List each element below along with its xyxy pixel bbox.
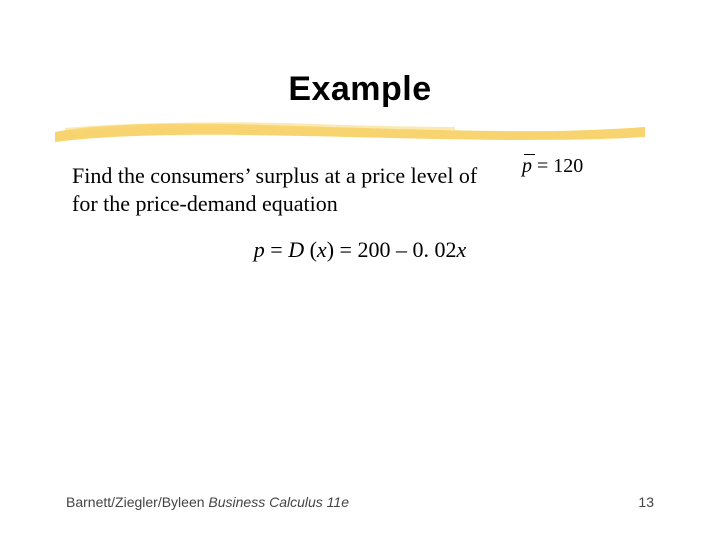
footer-citation: Barnett/Ziegler/Byleen Business Calculus… bbox=[66, 494, 349, 510]
slide-title: Example bbox=[0, 70, 720, 109]
p-bar-value: = 120 bbox=[532, 155, 583, 177]
overbar bbox=[524, 154, 535, 155]
body-line-1: Find the consumers’ surplus at a price l… bbox=[72, 163, 477, 188]
body-line-2: for the price-demand equation bbox=[72, 191, 338, 216]
price-level-equation: p = 120 bbox=[522, 155, 583, 178]
eq-x-1: x bbox=[317, 237, 327, 262]
eq-paren-close: ) bbox=[327, 237, 340, 262]
eq-coef: 0. 02 bbox=[412, 237, 456, 262]
eq-paren-open: ( bbox=[310, 237, 317, 262]
title-underline-brush bbox=[55, 118, 645, 144]
eq-equals-2: = bbox=[340, 237, 358, 262]
body-text: Find the consumers’ surplus at a price l… bbox=[72, 162, 512, 218]
demand-equation: p = D (x) = 200 – 0. 02x bbox=[0, 237, 720, 263]
footer-authors: Barnett/Ziegler/Byleen bbox=[66, 494, 208, 510]
p-bar-symbol: p bbox=[522, 155, 532, 178]
p-symbol: p bbox=[522, 155, 532, 177]
page-number: 13 bbox=[638, 494, 654, 510]
eq-p: p bbox=[254, 237, 265, 262]
eq-200: 200 bbox=[357, 237, 396, 262]
eq-minus: – bbox=[396, 237, 413, 262]
eq-x-2: x bbox=[456, 237, 466, 262]
eq-equals-1: = bbox=[265, 237, 288, 262]
eq-D: D bbox=[288, 237, 309, 262]
footer-book-title: Business Calculus 11e bbox=[208, 494, 349, 510]
